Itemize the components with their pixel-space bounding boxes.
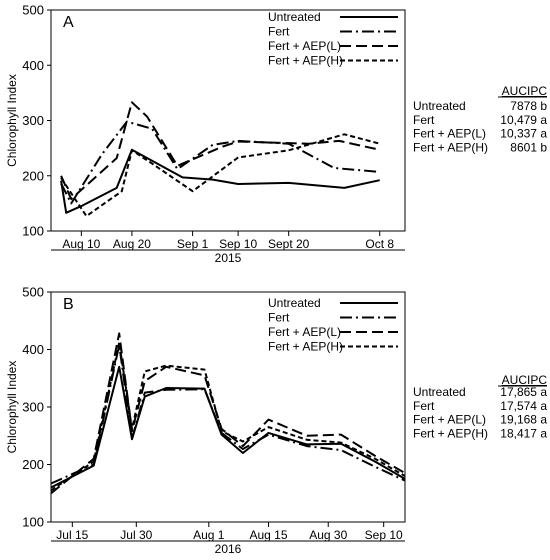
aucipc-row-label: Fert + AEP(H) <box>413 140 488 154</box>
panel-label: B <box>63 296 74 313</box>
aucipc-row-label: Fert <box>413 113 435 127</box>
aucipc-table: AUCIPC Untreated 17,865 a Fert 17,574 a Fert … <box>413 373 547 440</box>
x-tick-label: Sep 10 <box>219 237 257 251</box>
legend-label: Fert + AEP(L) <box>268 39 341 53</box>
legend-label: Fert + AEP(L) <box>268 325 341 339</box>
y-tick-label: 500 <box>22 3 44 18</box>
x-tick-label: Jul 30 <box>120 528 152 542</box>
series-line-fert <box>50 343 406 485</box>
y-tick-label: 300 <box>22 400 44 415</box>
aucipc-row-value: 10,479 a <box>500 113 547 127</box>
x-tick-label: Sept 20 <box>268 237 310 251</box>
x-tick-label: Oct 8 <box>365 237 394 251</box>
aucipc-row-label: Fert + AEP(H) <box>413 426 488 440</box>
plot-frame <box>50 291 406 523</box>
aucipc-row-value: 10,337 a <box>500 127 547 141</box>
x-tick-label: Aug 20 <box>113 237 151 251</box>
y-tick-label: 400 <box>22 342 44 357</box>
x-tick-label: Aug 30 <box>309 528 347 542</box>
y-axis-label: Chlorophyll Index <box>5 74 19 167</box>
y-tick-label: 100 <box>22 515 44 530</box>
aucipc-row-value: 19,168 a <box>500 413 547 427</box>
series-line-untreated <box>60 148 380 214</box>
series-line-fert-aep-l <box>60 101 380 200</box>
aucipc-row-value: 18,417 a <box>500 426 547 440</box>
legend-label: Fert <box>268 25 290 39</box>
aucipc-table: AUCIPC Untreated 7878 b Fert 10,479 a Fert + … <box>413 84 547 154</box>
chart-panel-b: B 100 200 300 400 500 Chlorophyll Index Jul 15 J… <box>5 285 547 557</box>
y-tick-label: 400 <box>22 58 44 73</box>
y-tick-label: 200 <box>22 457 44 472</box>
y-tick-label: 500 <box>22 285 44 300</box>
legend-label: Fert + AEP(H) <box>268 340 343 354</box>
legend-label: Untreated <box>268 296 321 310</box>
x-tick-label: Sep 10 <box>365 528 403 542</box>
y-axis-label: Chlorophyll Index <box>5 361 19 454</box>
x-tick-label: Aug 15 <box>249 528 287 542</box>
x-tick-label: Sep 1 <box>177 237 209 251</box>
legend-label: Untreated <box>268 10 321 24</box>
x-tick-label: Jul 15 <box>56 528 88 542</box>
x-axis-label-year: 2016 <box>215 542 242 556</box>
y-tick-label: 100 <box>22 224 44 239</box>
legend-label: Fert <box>268 311 290 325</box>
aucipc-row-label: Fert <box>413 399 435 413</box>
y-tick-label: 200 <box>22 168 44 183</box>
x-axis-label-year: 2015 <box>215 251 242 265</box>
aucipc-header: AUCIPC <box>502 373 548 387</box>
series-line-fert-aep-l <box>50 332 406 495</box>
aucipc-row-value: 8601 b <box>510 140 547 154</box>
y-tick-label: 300 <box>22 113 44 128</box>
x-tick-label: Aug 1 <box>193 528 225 542</box>
legend-label: Fert + AEP(H) <box>268 54 343 68</box>
x-tick-label: Aug 10 <box>62 237 100 251</box>
aucipc-row-value: 17,574 a <box>500 399 547 413</box>
series-line-untreated <box>50 365 406 489</box>
panel-label: A <box>63 14 74 31</box>
plot-frame <box>50 9 406 232</box>
series-line-fert <box>60 120 380 205</box>
chart-panel-a: A 100 200 300 400 500 Chlorophyll Index Aug 10 A… <box>5 3 547 266</box>
series-line-fert-aep-h <box>50 341 406 492</box>
aucipc-row-label: Untreated <box>413 385 466 399</box>
aucipc-header: AUCIPC <box>502 84 548 98</box>
aucipc-row-value: 17,865 a <box>500 385 547 399</box>
aucipc-row-value: 7878 b <box>510 99 547 113</box>
aucipc-row-label: Fert + AEP(L) <box>413 413 486 427</box>
series-line-fert-aep-h <box>60 133 380 218</box>
aucipc-row-label: Untreated <box>413 99 466 113</box>
aucipc-row-label: Fert + AEP(L) <box>413 127 486 141</box>
